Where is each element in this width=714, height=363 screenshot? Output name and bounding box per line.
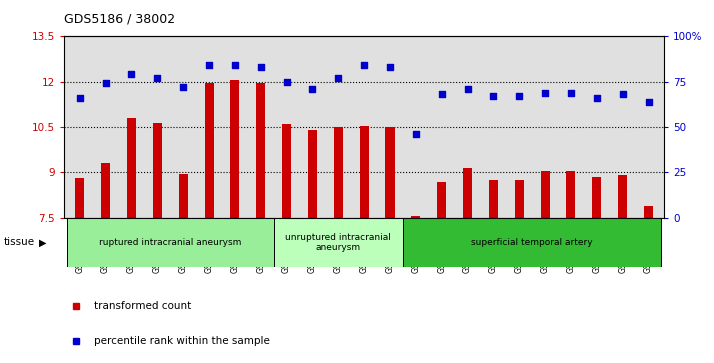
Point (229, 62, 241, 68)
Bar (515, 180, 524, 218)
Point (591, 95, 603, 101)
Point (255, 64, 266, 70)
Bar (127, 118, 136, 218)
Bar (231, 80, 239, 218)
Point (307, 86, 318, 92)
Bar (540, 171, 550, 218)
Text: transformed count: transformed count (94, 301, 191, 310)
Bar (489, 180, 498, 218)
Point (333, 75, 344, 81)
Bar (178, 174, 188, 218)
Point (539, 90, 550, 95)
Text: superficial temporal artery: superficial temporal artery (471, 238, 593, 247)
Bar (618, 175, 627, 218)
Point (436, 91, 448, 97)
Text: GDS5186 / 38002: GDS5186 / 38002 (64, 13, 176, 26)
Bar (593, 177, 601, 218)
Point (203, 62, 215, 68)
Bar (333, 127, 343, 218)
Bar (463, 168, 472, 218)
Bar (282, 124, 291, 218)
Point (178, 84, 189, 90)
Bar (256, 83, 266, 218)
Text: tissue: tissue (4, 237, 35, 248)
Bar (101, 163, 110, 218)
Bar (566, 171, 575, 218)
Bar (273, 218, 403, 267)
Point (617, 91, 628, 97)
Bar (308, 130, 317, 218)
Point (462, 86, 473, 92)
Point (565, 90, 577, 95)
Point (410, 131, 421, 137)
Text: ▶: ▶ (39, 237, 47, 248)
Text: percentile rank within the sample: percentile rank within the sample (94, 336, 270, 346)
Bar (411, 216, 421, 218)
Bar (153, 123, 162, 218)
Point (281, 79, 292, 85)
Bar (437, 182, 446, 218)
Point (100, 81, 111, 86)
Bar (403, 218, 661, 267)
Point (488, 93, 499, 99)
Bar (204, 83, 213, 218)
Text: unruptured intracranial
aneurysm: unruptured intracranial aneurysm (286, 233, 391, 252)
Bar (386, 127, 395, 218)
Point (358, 62, 370, 68)
Point (74, 95, 86, 101)
Point (643, 99, 654, 105)
Bar (644, 206, 653, 218)
Point (384, 64, 396, 70)
Point (151, 75, 163, 81)
Bar (67, 218, 273, 267)
Bar (360, 126, 368, 218)
Point (126, 72, 137, 77)
Bar (75, 179, 84, 218)
Point (513, 93, 525, 99)
Text: ruptured intracranial aneurysm: ruptured intracranial aneurysm (99, 238, 241, 247)
